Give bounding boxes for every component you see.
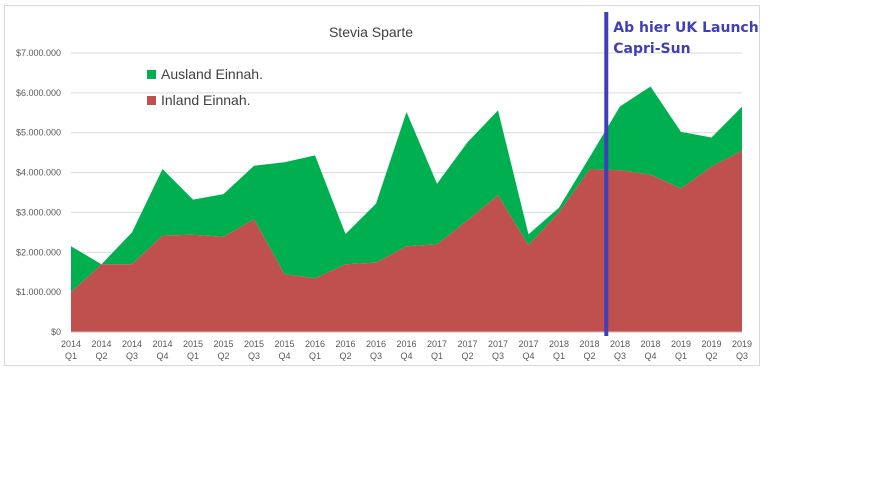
x-tick-year: 2015 [274,339,294,349]
x-tick-quarter: Q2 [95,351,107,361]
x-tick-quarter: Q1 [553,351,565,361]
area-series [71,86,742,332]
legend: Ausland Einnah. Inland Einnah. [147,66,263,108]
area-ausland-einnah [71,86,742,293]
legend-swatch [147,70,156,79]
x-tick-quarter: Q2 [339,351,351,361]
x-tick-quarter: Q1 [675,351,687,361]
x-tick-year: 2015 [244,339,264,349]
x-tick-quarter: Q1 [309,351,321,361]
chart-frame: $0 $1.000.000 $2.000.000 $3.000.000 $4.000.0… [4,5,760,366]
x-tick-year: 2014 [122,339,142,349]
x-tick-quarter: Q2 [217,351,229,361]
chart-title: Stevia Sparte [329,24,413,40]
x-tick-year: 2017 [457,339,477,349]
x-tick-quarter: Q4 [278,351,290,361]
x-tick-year: 2016 [396,339,416,349]
y-tick-label: $3.000.000 [16,207,61,217]
x-tick-year: 2017 [427,339,447,349]
y-tick-label: $0 [51,327,61,337]
area-chart: $0 $1.000.000 $2.000.000 $3.000.000 $4.000.0… [16,12,759,361]
x-tick-quarter: Q3 [492,351,504,361]
x-tick-quarter: Q3 [370,351,382,361]
y-tick-label: $2.000.000 [16,247,61,257]
legend-label: Inland Einnah. [161,92,251,108]
x-tick-quarter: Q4 [400,351,412,361]
x-tick-quarter: Q3 [248,351,260,361]
x-tick-quarter: Q3 [736,351,748,361]
y-tick-label: $6.000.000 [16,88,61,98]
x-tick-year: 2015 [213,339,233,349]
x-tick-quarter: Q3 [126,351,138,361]
x-tick-year: 2017 [488,339,508,349]
area-inland-einnah [71,150,742,332]
x-tick-quarter: Q2 [461,351,473,361]
x-tick-year: 2014 [91,339,111,349]
y-tick-label: $4.000.000 [16,168,61,178]
x-tick-year: 2016 [335,339,355,349]
x-tick-quarter: Q2 [583,351,595,361]
x-tick-year: 2017 [518,339,538,349]
x-tick-quarter: Q1 [65,351,77,361]
x-tick-year: 2018 [640,339,660,349]
legend-swatch [147,96,156,105]
axes: $0 $1.000.000 $2.000.000 $3.000.000 $4.000.0… [16,48,752,361]
x-tick-year: 2019 [671,339,691,349]
x-tick-year: 2018 [549,339,569,349]
y-tick-label: $5.000.000 [16,128,61,138]
x-tick-year: 2016 [366,339,386,349]
x-tick-year: 2018 [610,339,630,349]
y-tick-label: $1.000.000 [16,287,61,297]
x-tick-year: 2016 [305,339,325,349]
x-tick-quarter: Q2 [705,351,717,361]
x-tick-quarter: Q3 [614,351,626,361]
x-tick-quarter: Q4 [644,351,656,361]
x-tick-year: 2014 [61,339,81,349]
y-tick-label: $7.000.000 [16,48,61,58]
x-tick-quarter: Q4 [156,351,168,361]
x-tick-year: 2014 [152,339,172,349]
x-tick-year: 2019 [701,339,721,349]
launch-annotation-text: Capri-Sun [613,41,690,57]
x-tick-year: 2015 [183,339,203,349]
x-tick-quarter: Q1 [431,351,443,361]
launch-annotation: Ab hier UK Launch Capri-Sun [604,12,759,336]
x-tick-quarter: Q4 [522,351,534,361]
x-tick-year: 2019 [732,339,752,349]
legend-label: Ausland Einnah. [161,66,263,82]
x-tick-quarter: Q1 [187,351,199,361]
x-tick-year: 2018 [579,339,599,349]
launch-annotation-text: Ab hier UK Launch [613,20,758,36]
